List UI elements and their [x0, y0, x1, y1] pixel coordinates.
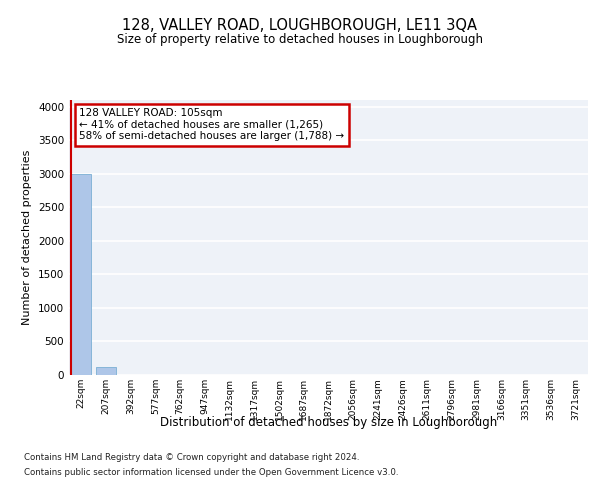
Text: Size of property relative to detached houses in Loughborough: Size of property relative to detached ho… [117, 32, 483, 46]
Text: 128 VALLEY ROAD: 105sqm
← 41% of detached houses are smaller (1,265)
58% of semi: 128 VALLEY ROAD: 105sqm ← 41% of detache… [79, 108, 344, 142]
Bar [71, 174, 91, 375]
Y-axis label: Number of detached properties: Number of detached properties [22, 150, 32, 325]
Text: Contains HM Land Registry data © Crown copyright and database right 2024.: Contains HM Land Registry data © Crown c… [24, 453, 359, 462]
Bar [96, 368, 116, 375]
Text: Contains public sector information licensed under the Open Government Licence v3: Contains public sector information licen… [24, 468, 398, 477]
Text: 128, VALLEY ROAD, LOUGHBOROUGH, LE11 3QA: 128, VALLEY ROAD, LOUGHBOROUGH, LE11 3QA [122, 18, 478, 32]
Text: Distribution of detached houses by size in Loughborough: Distribution of detached houses by size … [160, 416, 497, 429]
